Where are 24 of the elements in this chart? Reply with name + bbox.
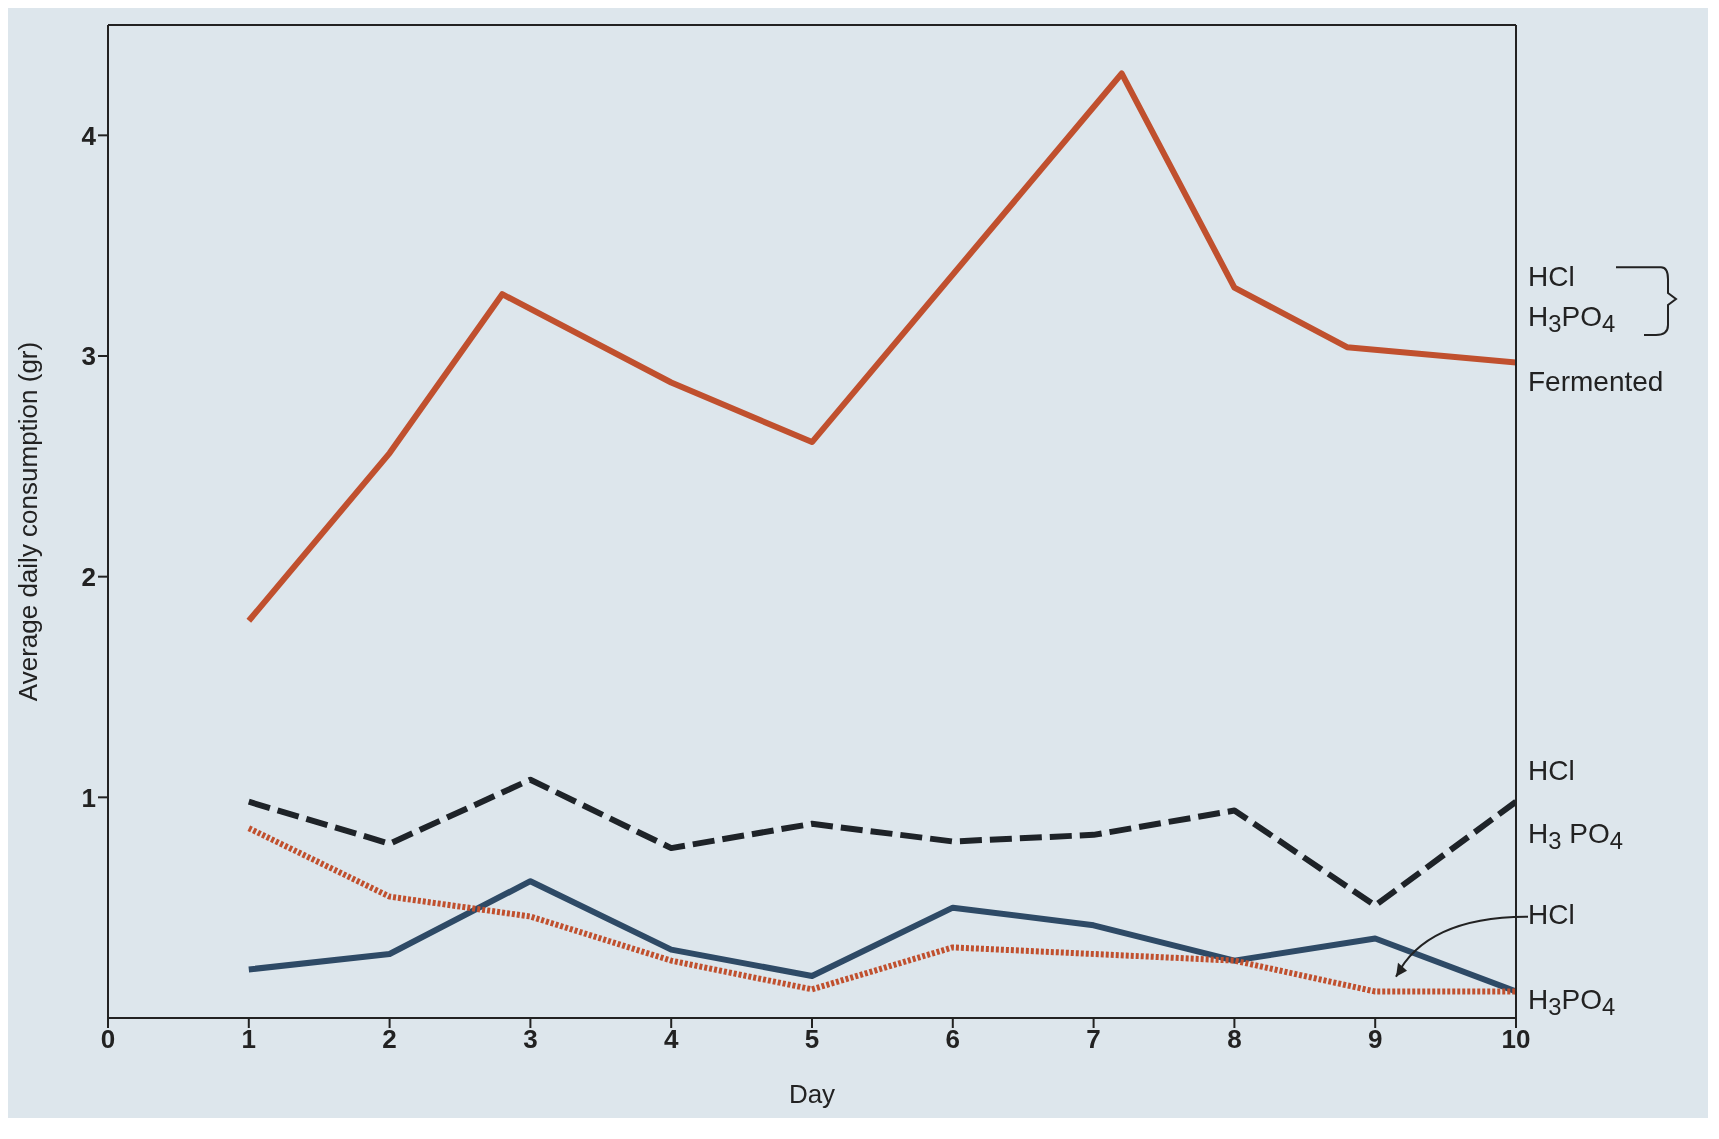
y-tick-label: 1 [81, 782, 96, 813]
x-tick-label: 6 [945, 1024, 961, 1055]
x-tick-label: 0 [100, 1024, 116, 1055]
text: HCl [1528, 755, 1575, 787]
x-tick-label: 3 [523, 1024, 538, 1055]
y-axis-title: Average daily consumption (gr) [13, 341, 44, 702]
x-tick-label: 4 [663, 1024, 679, 1055]
y-tick-label: 4 [81, 120, 97, 151]
text: HCl [1528, 899, 1575, 931]
text: Fermented [1528, 366, 1664, 398]
text: HCl [1528, 261, 1575, 293]
x-tick-label: 9 [1367, 1024, 1383, 1055]
x-tick-label: 8 [1227, 1024, 1242, 1055]
x-axis-title: Day [788, 1079, 836, 1109]
text: H$_{3}$PO$_{4}$ [1528, 301, 1616, 338]
y-tick-label: 2 [81, 561, 96, 592]
x-tick-label: 2 [382, 1024, 397, 1055]
x-tick-label: 7 [1086, 1024, 1101, 1055]
x-tick-label: 10 [1501, 1024, 1531, 1055]
x-tick-label: 5 [804, 1024, 820, 1055]
y-tick-label: 3 [81, 341, 96, 372]
text: H$_{3}$ PO$_{4}$ [1528, 818, 1623, 855]
x-tick-label: 1 [241, 1024, 257, 1055]
text: H$_{3}$PO$_{4}$ [1528, 984, 1616, 1021]
